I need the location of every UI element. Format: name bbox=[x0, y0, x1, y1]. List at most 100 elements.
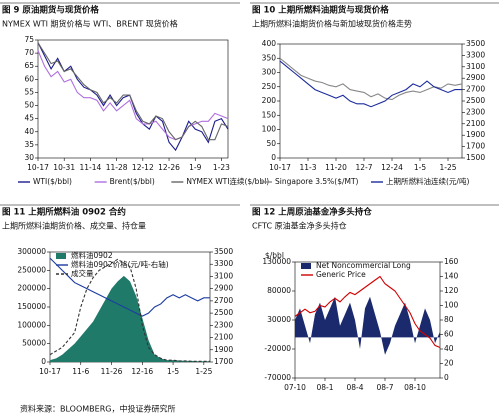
y2-tick-label: 160 bbox=[444, 257, 459, 266]
legend-label: WTI($/bbl) bbox=[33, 177, 72, 186]
y2-tick-label: 3300 bbox=[214, 259, 233, 268]
x-tick-label: 08-4 bbox=[346, 383, 363, 392]
y2-tick-label: 1700 bbox=[466, 142, 485, 151]
y2-tick-label: 40 bbox=[444, 344, 454, 353]
y-tick-label: 60 bbox=[24, 74, 34, 83]
legend-label: 成交量 bbox=[71, 268, 94, 278]
y2-tick-label: 1900 bbox=[214, 345, 233, 354]
y-tick-label: 50000 bbox=[22, 339, 46, 348]
legend-label: Singapore 3.5%($/MT) bbox=[275, 177, 359, 186]
legend-label: 燃料油0902价格(元/吨-右轴) bbox=[71, 259, 169, 269]
y-tick-label: 0 bbox=[271, 153, 276, 162]
legend-label: Net Noncommercial Long bbox=[316, 261, 411, 270]
y-tick-label: 250000 bbox=[17, 265, 46, 274]
y-tick-label: 0 bbox=[41, 357, 46, 366]
y2-tick-label: 140 bbox=[444, 272, 459, 281]
y-tick-label: 55 bbox=[24, 87, 34, 96]
line bbox=[294, 275, 441, 349]
x-tick-label: 08-1 bbox=[316, 383, 333, 392]
y-tick-label: 75 bbox=[24, 35, 34, 44]
y-tick-label: 150 bbox=[262, 110, 277, 119]
y-tick-label: 30 bbox=[24, 153, 34, 162]
y-tick-label: -20000 bbox=[264, 344, 291, 353]
y2-tick-label: 3500 bbox=[214, 247, 233, 256]
chart-title: 图 12 上周原油基金净多头持仓 bbox=[252, 207, 372, 218]
y2-tick-label: 3300 bbox=[466, 50, 485, 59]
y-tick-label: 40 bbox=[24, 127, 34, 136]
y2-tick-label: 2100 bbox=[466, 119, 485, 128]
line bbox=[37, 42, 229, 141]
y-tick-label: 50 bbox=[24, 101, 34, 110]
y-tick-label: 200000 bbox=[17, 284, 46, 293]
y2-tick-label: 1700 bbox=[214, 357, 233, 366]
x-tick-label: 10-17 bbox=[269, 163, 291, 172]
y2-tick-label: 3100 bbox=[466, 62, 485, 71]
source: 资料来源：BLOOMBERG，中投证券研究所 bbox=[20, 404, 175, 414]
chart-subtitle: 上期所燃料油期货价格、成交量、持仓量 bbox=[2, 221, 146, 231]
y-tick-label: 300 bbox=[262, 68, 277, 77]
legend-label: NYMEX WTI连续($/bbl) bbox=[186, 176, 269, 186]
x-tick-label: 12-16 bbox=[131, 367, 153, 376]
y2-tick-label: 2700 bbox=[214, 296, 233, 305]
chart-title: 图 11 上期所燃料油 0902 合约 bbox=[2, 207, 126, 218]
y2-tick-label: 2900 bbox=[214, 284, 233, 293]
y-tick-label: 300000 bbox=[17, 247, 46, 256]
x-tick-label: 10-31 bbox=[53, 163, 75, 172]
y2-tick-label: 120 bbox=[444, 286, 459, 295]
line bbox=[279, 57, 463, 101]
y2-tick-label: 2500 bbox=[466, 96, 485, 105]
x-tick-label: 08-10 bbox=[404, 383, 426, 392]
y2-tick-label: 2300 bbox=[466, 107, 485, 116]
y-tick-label: 35 bbox=[24, 140, 34, 149]
y2-tick-label: 2900 bbox=[466, 73, 485, 82]
legend-label: Brent($/bbl) bbox=[110, 177, 155, 186]
y-tick-label: 400 bbox=[262, 39, 277, 48]
y2-tick-label: 3100 bbox=[214, 271, 233, 280]
line bbox=[37, 50, 229, 141]
chart-subtitle: NYMEX WTI 期货价格与 WTI、BRENT 现货价格 bbox=[2, 19, 178, 29]
legend-swatch bbox=[56, 253, 66, 259]
legend-swatch bbox=[301, 263, 311, 269]
x-tick-label: 10-17 bbox=[27, 163, 49, 172]
x-tick-label: 08-7 bbox=[376, 383, 393, 392]
x-tick-label: 11-3 bbox=[299, 163, 316, 172]
y-axis-label: $/bbl bbox=[265, 251, 284, 260]
x-tick-label: 1-25 bbox=[439, 163, 456, 172]
y2-tick-label: 1500 bbox=[466, 153, 485, 162]
y2-tick-label: 0 bbox=[444, 373, 449, 382]
chart-subtitle: 上期所燃料油期货价格与新加坡现货价格走势 bbox=[252, 19, 412, 29]
x-tick-label: 11-28 bbox=[106, 163, 128, 172]
y-tick-label: 130000 bbox=[262, 257, 291, 266]
chart-title: 图 9 原油期货与现货价格 bbox=[2, 5, 99, 16]
y-tick-label: 80000 bbox=[267, 286, 291, 295]
x-tick-label: 11-26 bbox=[101, 367, 123, 376]
y2-tick-label: 2500 bbox=[214, 308, 233, 317]
x-tick-label: 07-10 bbox=[284, 383, 306, 392]
y-tick-label: 350 bbox=[262, 53, 277, 62]
y-tick-label: 100 bbox=[262, 125, 277, 134]
y-tick-label: 65 bbox=[24, 61, 34, 70]
x-tick-label: 11-20 bbox=[325, 163, 347, 172]
legend-label: Generic Price bbox=[316, 270, 366, 279]
plot-frame bbox=[279, 43, 463, 159]
x-tick-label: 11-14 bbox=[80, 163, 102, 172]
y2-tick-label: 2700 bbox=[466, 85, 485, 94]
x-tick-label: 10-17 bbox=[39, 367, 61, 376]
x-tick-label: 1-25 bbox=[195, 367, 212, 376]
line bbox=[49, 257, 210, 317]
y2-tick-label: 100 bbox=[444, 301, 459, 310]
y-tick-label: 150000 bbox=[17, 302, 46, 311]
y-tick-label: 200 bbox=[262, 96, 277, 105]
legend-label: 上期所燃料油连续(元/吨) bbox=[386, 176, 469, 186]
x-tick-label: 1-5 bbox=[167, 367, 179, 376]
x-tick-label: 1-23 bbox=[213, 163, 230, 172]
x-tick-label: 11-6 bbox=[72, 367, 89, 376]
x-tick-label: 1-9 bbox=[189, 163, 201, 172]
x-tick-label: 12-12 bbox=[132, 163, 154, 172]
x-tick-label: 12-7 bbox=[355, 163, 372, 172]
x-tick-label: 12-26 bbox=[158, 163, 180, 172]
y-tick-label: -70000 bbox=[264, 373, 291, 382]
y2-tick-label: 2300 bbox=[214, 320, 233, 329]
x-tick-label: 1-5 bbox=[414, 163, 426, 172]
